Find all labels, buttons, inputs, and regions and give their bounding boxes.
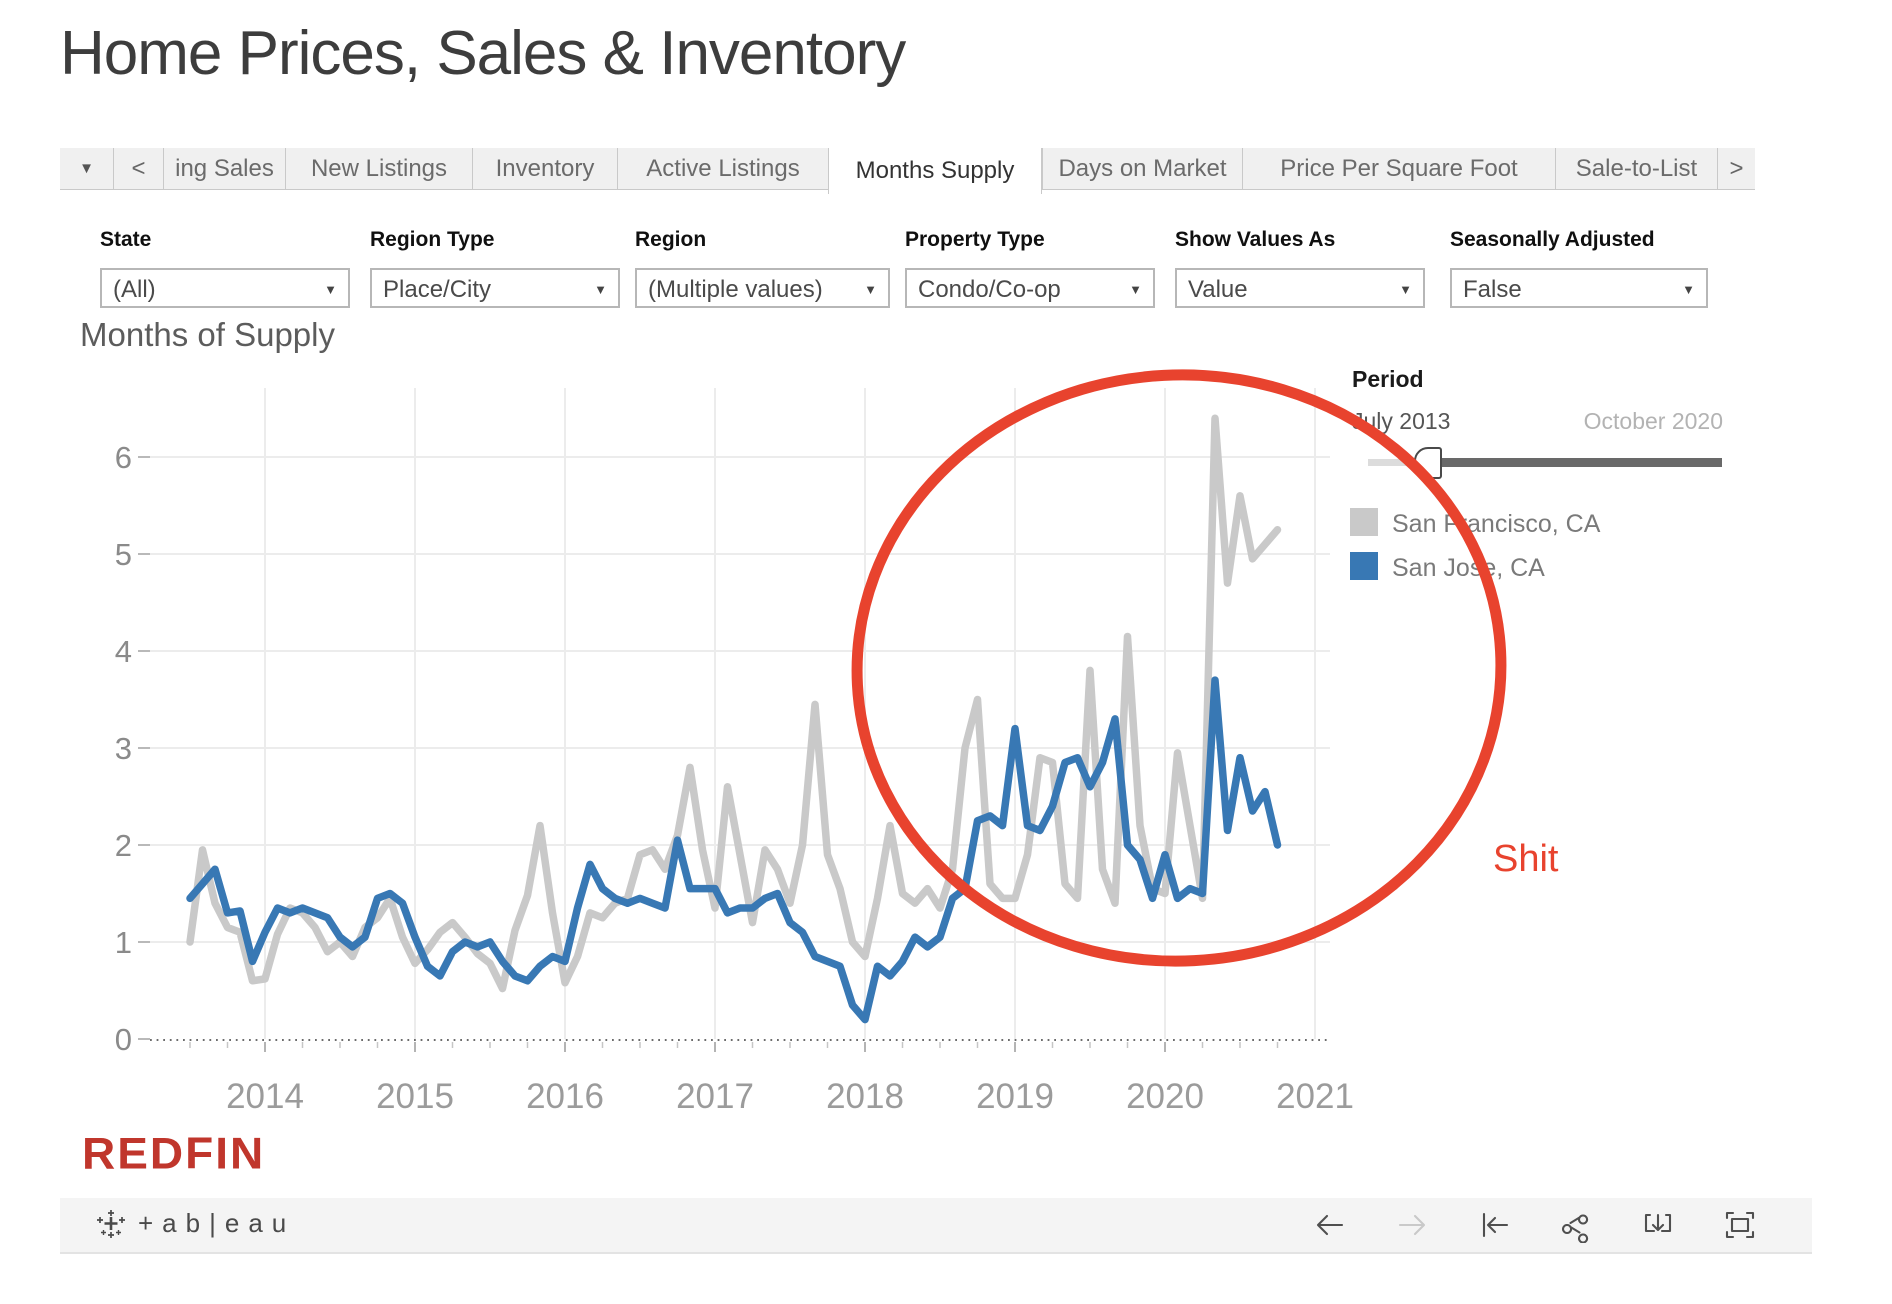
filter-label-state: State (100, 228, 152, 251)
x-axis-label-2015: 2015 (376, 1077, 454, 1116)
chevron-down-icon: ▼ (1682, 282, 1695, 297)
chevron-down-icon: ▼ (864, 282, 877, 297)
chevron-down-icon: ▼ (594, 282, 607, 297)
filter-label-region-type: Region Type (370, 228, 495, 251)
tableau-wordmark: +ab|eau (138, 1208, 296, 1238)
tab-scroll-back-button[interactable]: < (113, 148, 163, 190)
x-axis-label-2018: 2018 (826, 1077, 904, 1116)
y-axis-label-3: 3 (115, 731, 132, 766)
slider-track-selected[interactable] (1432, 458, 1722, 467)
filter-label-seasonally-adjusted: Seasonally Adjusted (1450, 228, 1655, 251)
slider-handle[interactable] (1414, 447, 1442, 479)
filter-label-show-values-as: Show Values As (1175, 228, 1336, 251)
filter-dropdown-seasonally-adjusted[interactable]: False ▼ (1450, 268, 1708, 308)
tab-dropdown-button[interactable]: ▼ (60, 148, 113, 190)
tab-bar: ▼ < ing Sales New Listings Inventory Active L… (60, 148, 1755, 194)
period-end-label: October 2020 (1583, 408, 1723, 434)
filter-label-property-type: Property Type (905, 228, 1045, 251)
x-axis-label-2017: 2017 (676, 1077, 754, 1116)
series-line-san-francisco-ca[interactable] (186, 414, 1282, 993)
filter-dropdown-property-type[interactable]: Condo/Co-op ▼ (905, 268, 1155, 308)
tab-days-on-market[interactable]: Days on Market (1042, 148, 1242, 190)
toolbar-icons (1312, 1207, 1758, 1244)
chevron-down-icon: ▼ (1129, 282, 1142, 297)
redfin-logo: REDFIN (82, 1127, 266, 1179)
revert[interactable] (1476, 1207, 1512, 1243)
filter-value-state: (All) (113, 276, 156, 303)
tab-ing-sales[interactable]: ing Sales (163, 148, 285, 190)
tab-inventory[interactable]: Inventory (472, 148, 617, 190)
filter-value-region: (Multiple values) (648, 276, 823, 303)
y-axis-label-4: 4 (115, 634, 132, 669)
chevron-down-icon: ▼ (324, 282, 337, 297)
tableau-logo: +ab|eau (96, 1208, 295, 1239)
tableau-toolbar: +ab|eau (60, 1198, 1812, 1254)
x-axis-label-2021: 2021 (1276, 1077, 1354, 1116)
tab-active-listings[interactable]: Active Listings (617, 148, 828, 190)
tableau-sparkle-icon (97, 1209, 125, 1238)
filter-dropdown-state[interactable]: (All) ▼ (100, 268, 350, 308)
tab-months-supply[interactable]: Months Supply (828, 148, 1042, 194)
y-axis-label-0: 0 (115, 1022, 132, 1057)
filter-value-region-type: Place/City (383, 276, 492, 303)
chart-title: Months of Supply (80, 316, 335, 353)
y-axis-label-5: 5 (115, 537, 132, 572)
undo-arrow[interactable] (1312, 1207, 1348, 1243)
share-icon[interactable] (1558, 1207, 1594, 1244)
filter-value-show-values-as: Value (1188, 276, 1248, 303)
chevron-down-icon: ▼ (1399, 282, 1412, 297)
y-axis-label-2: 2 (115, 828, 132, 863)
download-icon[interactable] (1640, 1207, 1676, 1243)
x-axis-label-2020: 2020 (1126, 1077, 1204, 1116)
redo-arrow[interactable] (1394, 1207, 1430, 1243)
filter-label-region: Region (635, 228, 707, 251)
filter-dropdown-region-type[interactable]: Place/City ▼ (370, 268, 620, 308)
filter-value-property-type: Condo/Co-op (918, 276, 1061, 303)
y-axis-label-1: 1 (115, 925, 132, 960)
period-slider[interactable] (1368, 446, 1724, 480)
filter-value-seasonally-adjusted: False (1463, 276, 1522, 303)
x-axis-label-2019: 2019 (976, 1077, 1054, 1116)
annotation-text: Shit (1493, 838, 1559, 880)
page-title: Home Prices, Sales & Inventory (60, 19, 906, 88)
filter-bar: State (All) ▼ Region Type Place/City ▼ Region (… (0, 220, 1892, 320)
x-axis-label-2016: 2016 (526, 1077, 604, 1116)
y-axis-label-6: 6 (115, 440, 132, 475)
fullscreen-icon[interactable] (1722, 1207, 1758, 1243)
x-axis-label-2014: 2014 (226, 1077, 304, 1116)
tab-price-per-square-foot[interactable]: Price Per Square Foot (1242, 148, 1555, 190)
tab-scroll-forward-button[interactable]: > (1717, 148, 1755, 190)
filter-dropdown-region[interactable]: (Multiple values) ▼ (635, 268, 890, 308)
tab-new-listings[interactable]: New Listings (285, 148, 472, 190)
filter-dropdown-show-values-as[interactable]: Value ▼ (1175, 268, 1425, 308)
tab-sale-to-list[interactable]: Sale-to-List (1555, 148, 1717, 190)
